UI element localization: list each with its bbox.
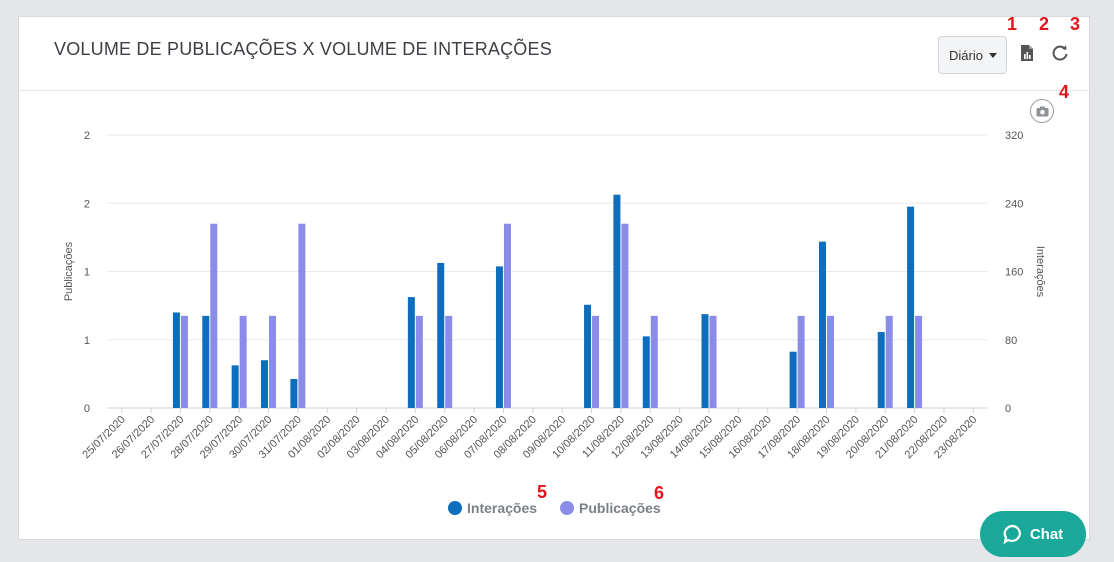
y-right-tick-label: 80 [1005, 335, 1017, 347]
refresh-icon[interactable] [1049, 42, 1071, 64]
y-left-tick-label: 2 [84, 198, 90, 210]
bar-interacoes [437, 262, 445, 408]
bar-interacoes [789, 351, 797, 408]
camera-icon[interactable] [1030, 99, 1054, 123]
legend-item-publicacoes[interactable]: Publicações [560, 500, 661, 516]
bar-interacoes [261, 360, 269, 408]
bar-publicacoes [885, 315, 893, 408]
y-left-tick-label: 2 [84, 130, 90, 142]
bar-publicacoes [709, 315, 717, 408]
legend-item-interacoes[interactable]: Interações [448, 500, 537, 516]
annotation-marker: 4 [1059, 82, 1070, 102]
bar-interacoes [584, 304, 592, 408]
bar-publicacoes [826, 315, 834, 408]
bar-publicacoes [298, 223, 306, 408]
chat-button[interactable]: Chat [980, 511, 1086, 557]
y-left-tick-label: 1 [84, 335, 90, 347]
legend-label: Interações [467, 500, 538, 516]
bar-publicacoes [797, 315, 805, 408]
bar-publicacoes [503, 223, 511, 408]
period-select-value: Diário [949, 47, 983, 63]
legend-swatch [448, 501, 462, 515]
bar-publicacoes [445, 315, 453, 408]
bar-publicacoes [650, 315, 658, 408]
bar-interacoes [231, 365, 239, 408]
chat-label: Chat [1029, 525, 1064, 543]
bar-interacoes [818, 241, 826, 408]
y-right-tick-label: 240 [1005, 198, 1023, 210]
annotation-marker: 3 [1070, 14, 1081, 34]
bar-interacoes [202, 315, 210, 408]
y-left-tick-label: 0 [84, 403, 90, 415]
bar-interacoes [495, 266, 503, 408]
period-select[interactable]: Diário [938, 36, 1007, 74]
y-right-axis-label: Interações [1034, 246, 1046, 298]
bar-publicacoes [621, 223, 629, 408]
annotation-marker: 2 [1039, 14, 1050, 34]
chevron-down-icon [988, 53, 997, 58]
bar-publicacoes [180, 315, 188, 408]
bar-interacoes [613, 194, 621, 408]
bar-publicacoes [210, 223, 218, 408]
y-right-tick-label: 0 [1005, 403, 1011, 415]
y-right-tick-label: 160 [1005, 267, 1023, 279]
legend-label: Publicações [579, 500, 661, 516]
bar-interacoes [877, 332, 885, 408]
bar-interacoes [172, 312, 180, 408]
annotation-marker: 1 [1007, 14, 1018, 34]
chart-export-icon[interactable] [1016, 42, 1038, 64]
bar-interacoes [642, 336, 650, 408]
bar-interacoes [407, 297, 415, 408]
bar-publicacoes [415, 315, 423, 408]
legend-swatch [560, 501, 574, 515]
y-right-tick-label: 320 [1005, 130, 1023, 142]
annotation-marker: 6 [654, 483, 665, 503]
chat-bubble-icon [1003, 524, 1021, 544]
y-left-axis-label: Publicações [63, 241, 75, 301]
bar-publicacoes [239, 315, 247, 408]
bar-publicacoes [915, 315, 923, 408]
annotation-marker: 5 [537, 482, 548, 502]
bar-interacoes [701, 314, 709, 408]
chart-title: VOLUME DE PUBLICAÇÕES X VOLUME DE INTERA… [54, 39, 552, 59]
bar-interacoes [907, 206, 915, 408]
y-left-tick-label: 1 [84, 267, 90, 279]
bar-publicacoes [269, 315, 277, 408]
header-divider [19, 90, 1089, 91]
bar-publicacoes [592, 315, 600, 408]
bar-interacoes [290, 378, 298, 408]
